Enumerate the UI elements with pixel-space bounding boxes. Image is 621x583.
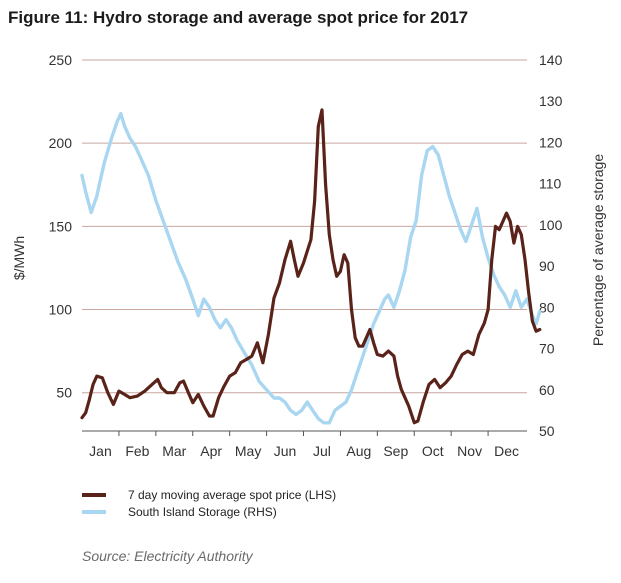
legend-swatch-price [82, 493, 106, 497]
right-tick-label: 50 [539, 423, 555, 439]
chart-title: Figure 11: Hydro storage and average spo… [8, 8, 469, 27]
right-axis-ticks: 50 60 70 80 90 100 110 120 130 140 [539, 52, 563, 439]
legend-item-storage: South Island Storage (RHS) [82, 503, 277, 521]
series-line-spot-price [80, 108, 542, 425]
left-axis-ticks: 50 100 150 200 250 [49, 52, 73, 401]
left-tick-label: 150 [49, 218, 73, 234]
x-tick-label: Jul [313, 443, 331, 459]
right-tick-label: 60 [539, 382, 555, 398]
legend-label-price: 7 day moving average spot price (LHS) [128, 488, 337, 502]
right-tick-label: 90 [539, 258, 555, 274]
x-tick-label: Feb [125, 443, 149, 459]
gridlines [82, 59, 527, 394]
right-tick-label: 110 [539, 176, 562, 192]
x-tick-label: May [235, 443, 261, 459]
x-tick-label: Jun [274, 443, 297, 459]
x-axis: Jan Feb Mar Apr May Jun Jul Aug Sep Oct Nov Dec [82, 430, 527, 459]
right-tick-label: 80 [539, 299, 555, 315]
right-tick-label: 120 [539, 134, 563, 150]
x-tick-label: Sep [383, 443, 408, 459]
x-tick-label: Jan [89, 443, 112, 459]
legend-label-storage: South Island Storage (RHS) [128, 505, 277, 519]
right-tick-label: 130 [539, 93, 563, 109]
left-tick-label: 200 [49, 135, 73, 151]
legend-item-price: 7 day moving average spot price (LHS) [82, 486, 336, 504]
right-tick-label: 100 [539, 217, 563, 233]
right-axis-label: Percentage of average storage [590, 154, 606, 346]
right-tick-label: 70 [539, 341, 555, 357]
x-tick-label: Nov [457, 443, 482, 459]
x-tick-label: Mar [162, 443, 186, 459]
left-tick-label: 100 [49, 302, 73, 318]
left-tick-label: 50 [56, 385, 72, 401]
source-note: Source: Electricity Authority [82, 548, 253, 564]
x-tick-label: Dec [494, 443, 519, 459]
right-tick-label: 140 [539, 52, 563, 68]
series-line-storage [80, 111, 542, 425]
x-tick-label: Oct [422, 443, 444, 459]
x-tick-label: Apr [200, 443, 222, 459]
left-axis-label: $/MWh [11, 236, 27, 280]
legend-swatch-storage [82, 510, 106, 514]
series-lines [80, 108, 542, 425]
left-tick-label: 250 [49, 52, 73, 68]
x-tick-label: Aug [346, 443, 371, 459]
